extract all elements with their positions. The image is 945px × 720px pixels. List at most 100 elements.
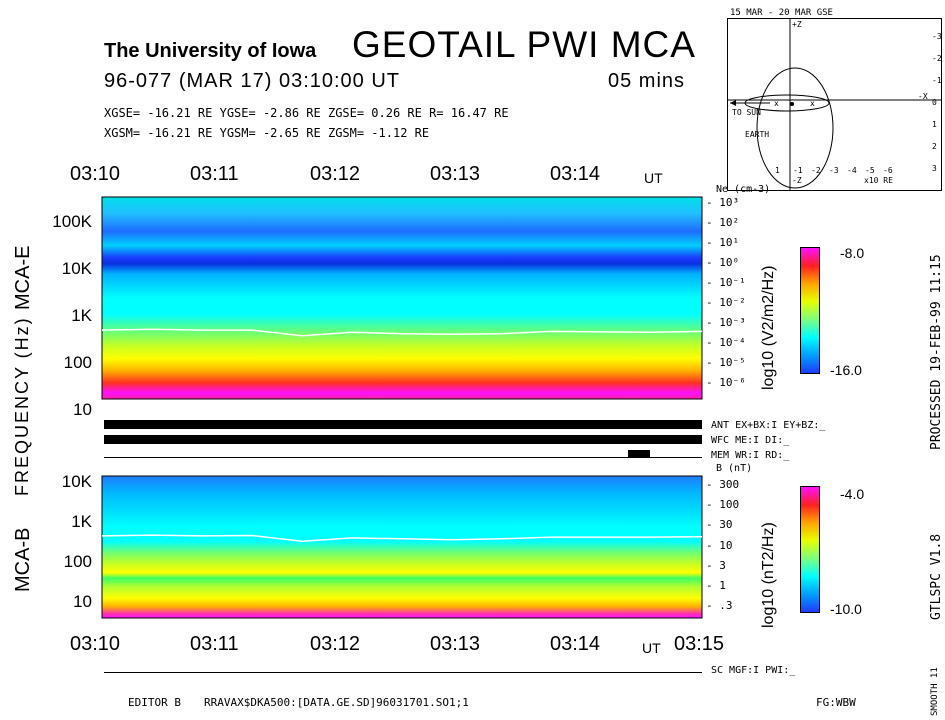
mca-e-colorbar: [800, 247, 820, 374]
mca-e-spectrogram: [102, 197, 702, 399]
orbit-unit-label: x10 RE: [864, 176, 893, 185]
frequency-tick-label: 10: [73, 400, 92, 419]
right-axis-tick-label: - 10³: [706, 196, 740, 209]
mca-e-colorbar-max: -8.0: [840, 245, 865, 261]
right-axis-tick-label: - 30: [706, 518, 733, 532]
file-path: RRAVAX$DKA500:[DATA.GE.SD]96031701.SO1;1: [204, 696, 469, 709]
right-axis-tick-label: - 100: [706, 498, 740, 512]
mca-e-colorbar-min: -16.0: [830, 362, 862, 378]
mca-b-colorbar-unit: log10 (nT2/Hz): [760, 522, 777, 628]
right-axis-tick-label: - 10⁰: [706, 256, 740, 269]
orbit-y-tick-label: -1: [932, 76, 942, 85]
orbit-sun-label: TO SUN: [732, 108, 761, 117]
right-axis-tick-label: - 10⁻³: [706, 316, 746, 329]
orbit-earth-label: EARTH: [745, 130, 770, 139]
mca-b-spectrogram: [102, 476, 702, 618]
processed-label: PROCESSED 19-FEB-99 11:15: [929, 254, 944, 450]
mca-b-colorbar-min: -10.0: [830, 601, 862, 617]
date-line: 96-077 (MAR 17) 03:10:00 UT: [104, 70, 401, 92]
orbit-z2-axis-label: -Z: [792, 176, 802, 185]
right-axis-tick-label: - 10: [706, 538, 733, 552]
duration-label: 05 mins: [608, 70, 686, 92]
orbit-x-tick-label: -3: [829, 166, 839, 175]
orbit-y-tick-label: 1: [932, 120, 937, 129]
institution-label: The University of Iowa: [104, 40, 317, 62]
mca-b-cyclotron-trace: [101, 534, 703, 543]
orbit-marker: x: [810, 99, 815, 108]
right-axis-tick-label: - .3: [706, 599, 733, 612]
orbit-x-tick-label: -6: [883, 166, 893, 175]
fg-label: FG:WBW: [816, 696, 856, 709]
right-axis-tick-label: - 1: [706, 578, 726, 592]
bottom-time-tick-label: 03:13: [430, 633, 481, 655]
frequency-tick-label: 10K: [61, 259, 92, 278]
mca-b-label: MCA-B: [12, 527, 34, 592]
top-time-tick-label: 03:14: [550, 163, 601, 185]
bottom-time-tick-label: 03:11: [190, 633, 239, 655]
bottom-time-tick-label: 03:14: [550, 633, 601, 655]
gsm-coordinates: XGSM= -16.21 RE YGSM= -2.65 RE ZGSM= -1.…: [104, 126, 430, 140]
bottom-time-tick-label: 03:10: [70, 633, 121, 655]
smooth-label: SMOOTH 11: [930, 667, 940, 716]
orbit-marker: x: [774, 99, 779, 108]
orbit-x-tick-label: 1: [775, 166, 780, 175]
plot-title: GEOTAIL PWI MCA: [352, 24, 696, 65]
wfc-status-bar: [104, 435, 702, 444]
orbit-y-tick-label: 0: [932, 98, 937, 107]
right-axis-tick-label: - 10⁻⁴: [706, 336, 746, 349]
right-axis-tick-label: - 10⁻²: [706, 296, 746, 309]
right-axis-tick-label: - 10²: [706, 216, 740, 229]
orbit-x-axis-label: -X: [918, 92, 928, 101]
top-time-tick-label: 03:11: [190, 163, 239, 185]
mca-e-cyclotron-trace: [101, 328, 703, 337]
orbit-z-axis-label: +Z: [792, 20, 802, 29]
orbit-y-tick-label: 2: [932, 142, 937, 151]
top-time-tick-label: 03:13: [430, 163, 481, 185]
antenna-status-bar: [104, 420, 702, 429]
right-axis-tick-label: - 3: [706, 558, 726, 572]
mem-status-block: [628, 450, 650, 458]
frequency-tick-label: 100: [63, 552, 92, 571]
gse-coordinates: XGSE= -16.21 RE YGSE= -2.86 RE ZGSE= 0.2…: [104, 106, 509, 120]
top-time-tick-label: 03:12: [310, 163, 361, 185]
orbit-y-tick-label: -2: [932, 54, 942, 63]
status-mem: MEM WR:I RD:_: [711, 450, 790, 461]
editor-label: EDITOR B: [128, 696, 181, 709]
top-time-unit: UT: [644, 170, 663, 186]
version-label: GTLSPC V1.8: [929, 533, 944, 620]
frequency-tick-label: 1K: [71, 512, 92, 531]
frequency-tick-label: 1K: [71, 306, 92, 325]
bottom-time-tick-label: 03:12: [310, 633, 361, 655]
orbit-y-tick-label: -3: [932, 32, 942, 41]
orbit-x-tick-label: -2: [811, 166, 821, 175]
mca-b-colorbar: [800, 486, 820, 613]
status-wfc: WFC ME:I DI:_: [711, 435, 790, 446]
bottom-time-tick-label: 03:15: [674, 633, 725, 655]
right-axis-tick-label: - 10⁻¹: [706, 276, 746, 289]
status-antenna: ANT EX+BX:I EY+BZ:_: [711, 420, 826, 431]
orbit-y-tick-label: 3: [932, 164, 937, 173]
right-axis-tick-label: - 10⁻⁶: [706, 376, 746, 389]
frequency-tick-label: 10: [73, 592, 92, 611]
top-time-tick-label: 03:10: [70, 163, 121, 185]
orbit-title: 15 MAR - 20 MAR GSE: [730, 8, 833, 18]
ne-axis-title: Ne (cm-3): [716, 184, 771, 195]
frequency-tick-label: 100K: [52, 212, 92, 231]
status-sc: SC MGF:I PWI:_: [711, 665, 796, 676]
b-axis-title: B (nT): [716, 463, 753, 474]
frequency-tick-label: 100: [63, 353, 92, 372]
orbit-x-tick-label: -5: [865, 166, 875, 175]
orbit-x-tick-label: -1: [793, 166, 803, 175]
frequency-tick-label: 10K: [61, 472, 92, 491]
right-axis-tick-label: - 10⁻⁵: [706, 356, 746, 369]
mca-b-colorbar-max: -4.0: [840, 486, 865, 502]
right-axis-tick-label: - 300: [706, 478, 740, 491]
right-axis-tick-label: - 10¹: [706, 236, 740, 249]
mem-status-line: [104, 457, 702, 458]
bottom-time-unit: UT: [642, 640, 661, 656]
orbit-x-tick-label: -4: [847, 166, 857, 175]
